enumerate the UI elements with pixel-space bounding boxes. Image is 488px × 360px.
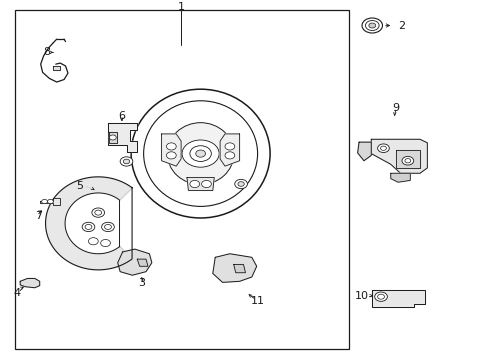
Text: 2: 2 (397, 21, 405, 31)
Circle shape (224, 143, 234, 150)
Polygon shape (186, 177, 214, 190)
Bar (15, 10, 348, 348)
Circle shape (182, 140, 219, 167)
Polygon shape (161, 134, 181, 166)
Polygon shape (137, 259, 148, 266)
Circle shape (234, 179, 247, 189)
Polygon shape (357, 142, 370, 161)
Polygon shape (395, 150, 419, 168)
Text: 3: 3 (138, 278, 145, 288)
Circle shape (166, 143, 176, 150)
Text: 1: 1 (177, 2, 184, 12)
Text: 8: 8 (43, 47, 50, 57)
Text: 7: 7 (35, 211, 42, 221)
Circle shape (120, 157, 133, 166)
Polygon shape (370, 139, 427, 173)
Polygon shape (53, 66, 60, 70)
Polygon shape (220, 134, 239, 166)
Circle shape (365, 21, 378, 31)
Circle shape (123, 159, 129, 164)
Circle shape (166, 152, 176, 159)
Circle shape (92, 208, 104, 217)
Circle shape (377, 144, 388, 153)
Circle shape (195, 150, 205, 157)
Polygon shape (371, 289, 424, 307)
Text: 5: 5 (77, 181, 83, 191)
Ellipse shape (167, 123, 233, 184)
Ellipse shape (131, 89, 269, 218)
Circle shape (368, 23, 375, 28)
Circle shape (102, 222, 114, 231)
Polygon shape (212, 254, 256, 282)
Circle shape (238, 182, 244, 186)
Polygon shape (108, 123, 137, 152)
Text: 4: 4 (13, 288, 20, 298)
Polygon shape (40, 198, 60, 206)
Text: 11: 11 (251, 296, 264, 306)
Polygon shape (45, 177, 132, 270)
Text: 6: 6 (118, 111, 125, 121)
Circle shape (361, 18, 382, 33)
Ellipse shape (143, 101, 257, 206)
Circle shape (374, 292, 386, 301)
Polygon shape (20, 278, 40, 288)
Polygon shape (233, 265, 245, 273)
Circle shape (82, 222, 95, 231)
Circle shape (224, 152, 234, 159)
Circle shape (189, 146, 211, 161)
Polygon shape (390, 173, 409, 182)
Circle shape (88, 238, 98, 245)
Circle shape (201, 180, 211, 188)
Circle shape (189, 180, 199, 188)
Circle shape (401, 157, 413, 165)
Circle shape (101, 239, 110, 247)
Circle shape (109, 135, 116, 140)
Circle shape (47, 199, 53, 204)
Circle shape (41, 199, 47, 204)
Text: 10: 10 (354, 291, 368, 301)
Polygon shape (118, 249, 152, 275)
Text: 9: 9 (391, 103, 398, 113)
Polygon shape (109, 132, 117, 143)
